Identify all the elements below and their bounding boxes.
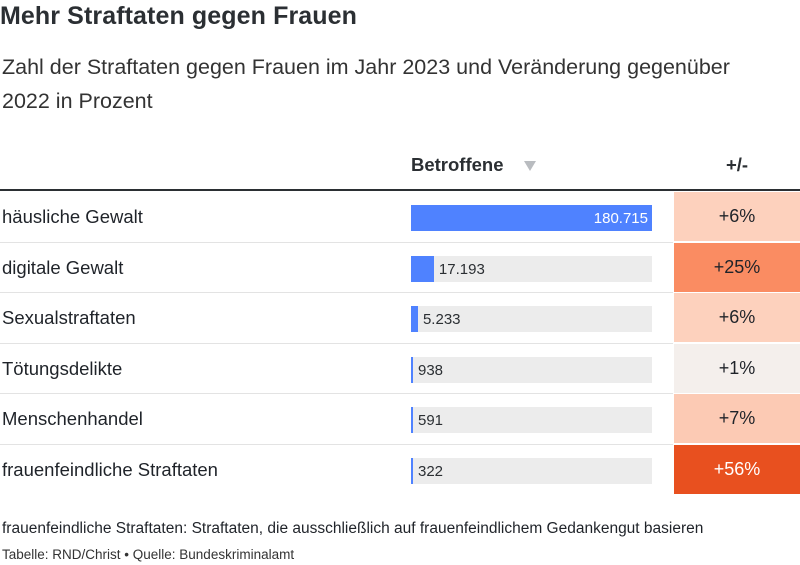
source-line: Tabelle: RND/Christ • Quelle: Bundeskrim… bbox=[2, 547, 295, 562]
bar bbox=[411, 255, 434, 282]
row-separator bbox=[0, 393, 673, 394]
bar-track: 180.715 bbox=[411, 205, 652, 231]
bar-value-label: 591 bbox=[418, 412, 444, 429]
row-label: Sexualstraftaten bbox=[2, 307, 136, 328]
row-separator bbox=[0, 342, 673, 344]
row-separator bbox=[0, 443, 673, 445]
column-header-betroffene[interactable]: Betroffene bbox=[411, 154, 504, 175]
table-row[interactable]: Menschenhandel 591 +7% bbox=[0, 394, 800, 444]
row-label: Tötungsdelikte bbox=[2, 357, 123, 379]
row-label: digitale Gewalt bbox=[2, 256, 124, 278]
row-label: häusliche Gewalt bbox=[2, 206, 143, 227]
triangle-down-icon[interactable] bbox=[524, 161, 536, 171]
bar-track: 591 bbox=[411, 407, 652, 433]
chart-title: Mehr Straftaten gegen Frauen bbox=[0, 2, 358, 30]
bar-value-label: 180.715 bbox=[593, 210, 648, 227]
row-separator bbox=[0, 241, 673, 243]
row-separator bbox=[0, 292, 673, 293]
bar-track: 322 bbox=[411, 457, 652, 484]
bar bbox=[411, 306, 418, 332]
table-row[interactable]: Sexualstraftaten 5.233 +6% bbox=[0, 293, 800, 343]
table-row[interactable]: häusliche Gewalt 180.715 +6% bbox=[0, 192, 800, 242]
bar-value-label: 17.193 bbox=[438, 260, 485, 278]
bar-value-label: 5.233 bbox=[422, 311, 461, 328]
table-row[interactable]: Tötungsdelikte 938 +1% bbox=[0, 343, 800, 394]
bar bbox=[411, 457, 413, 484]
column-header-change[interactable]: +/- bbox=[725, 154, 749, 175]
bar-track: 938 bbox=[411, 356, 652, 383]
row-label: frauenfeindliche Straftaten bbox=[2, 458, 218, 480]
change-cell: +7% bbox=[674, 394, 800, 443]
bar bbox=[411, 205, 652, 231]
bar-track: 5.233 bbox=[411, 306, 652, 332]
bar bbox=[411, 356, 413, 383]
change-cell: +56% bbox=[674, 444, 800, 494]
change-cell: +6% bbox=[674, 293, 800, 342]
change-cell: +25% bbox=[674, 242, 800, 292]
table-row[interactable]: frauenfeindliche Straftaten 322 +56% bbox=[0, 444, 800, 495]
bar bbox=[411, 407, 413, 433]
change-cell: +6% bbox=[674, 192, 800, 241]
table-row[interactable]: digitale Gewalt 17.193 +25% bbox=[0, 242, 800, 293]
chart-subtitle: Zahl der Straftaten gegen Frauen im Jahr… bbox=[2, 55, 730, 113]
row-label: Menschenhandel bbox=[2, 408, 143, 429]
bar-value-label: 322 bbox=[418, 462, 444, 480]
header-divider bbox=[0, 189, 800, 191]
footnote: frauenfeindliche Straftaten: Straftaten,… bbox=[2, 520, 704, 537]
bar-value-label: 938 bbox=[418, 361, 444, 379]
change-cell: +1% bbox=[674, 343, 800, 393]
bar-track: 17.193 bbox=[411, 255, 652, 282]
